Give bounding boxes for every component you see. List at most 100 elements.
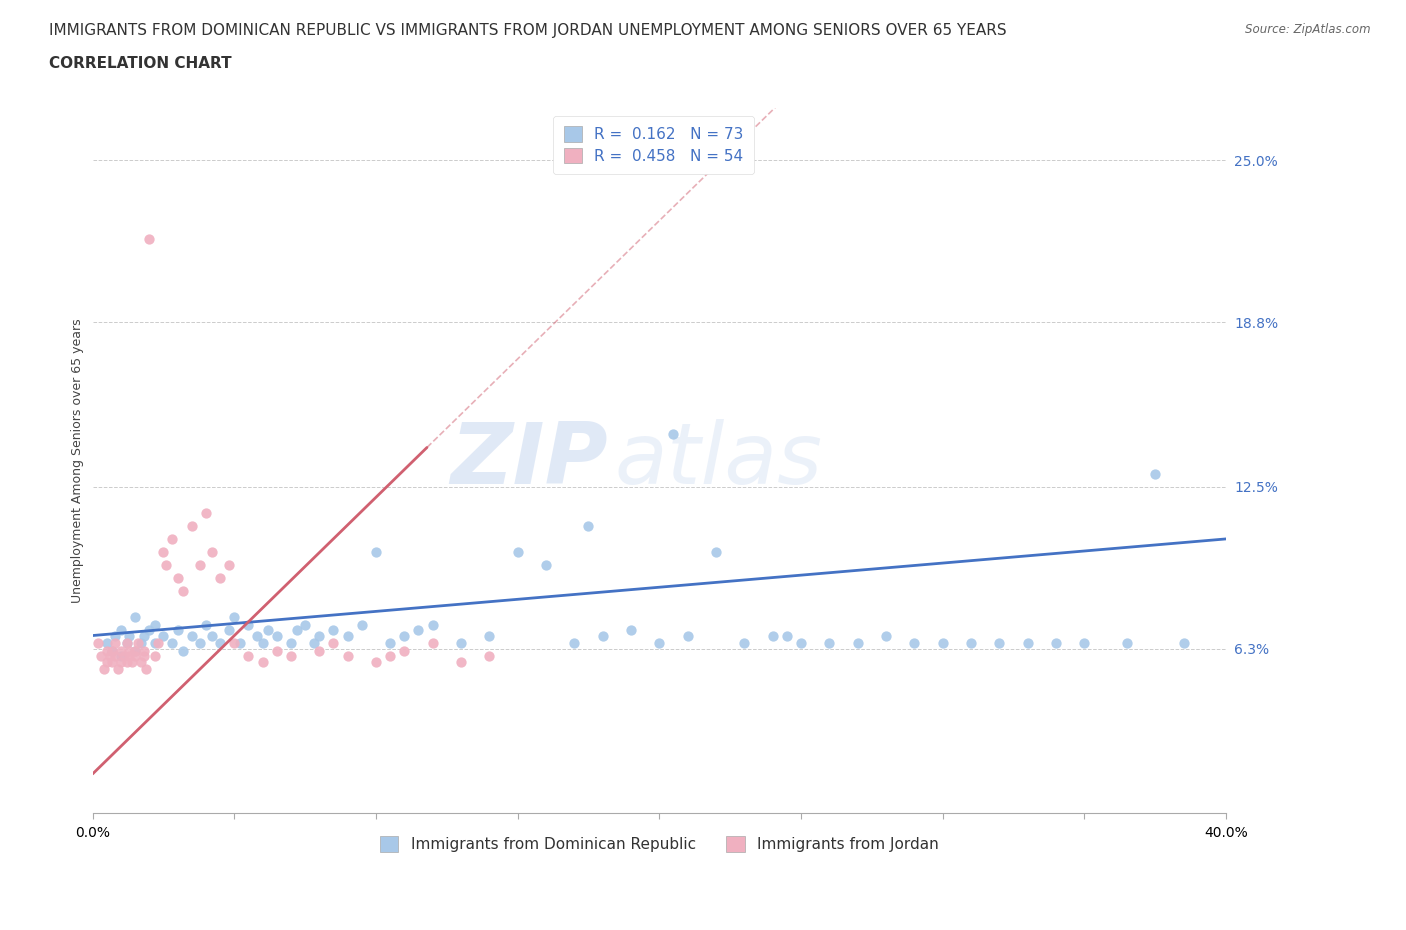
Point: [676, 628, 699, 643]
Point: [104, 649, 127, 664]
Point: [200, 545, 222, 560]
Point: [1073, 636, 1095, 651]
Point: [364, 654, 387, 669]
Point: [218, 623, 240, 638]
Point: [112, 649, 135, 664]
Point: [166, 623, 188, 638]
Text: IMMIGRANTS FROM DOMINICAN REPUBLIC VS IMMIGRANTS FROM JORDAN UNEMPLOYMENT AMONG : IMMIGRANTS FROM DOMINICAN REPUBLIC VS IM…: [49, 23, 1007, 38]
Point: [194, 618, 217, 632]
Text: CORRELATION CHART: CORRELATION CHART: [49, 56, 232, 71]
Point: [218, 558, 240, 573]
Point: [90, 649, 112, 664]
Point: [280, 649, 302, 664]
Point: [506, 545, 529, 560]
Point: [350, 618, 373, 632]
Point: [143, 618, 166, 632]
Point: [115, 636, 138, 651]
Point: [336, 649, 359, 664]
Point: [422, 618, 444, 632]
Point: [160, 636, 183, 651]
Point: [152, 628, 174, 643]
Point: [138, 232, 160, 246]
Point: [903, 636, 925, 651]
Point: [1045, 636, 1067, 651]
Point: [110, 649, 132, 664]
Point: [648, 636, 671, 651]
Point: [336, 628, 359, 643]
Point: [285, 623, 308, 638]
Point: [124, 644, 146, 658]
Point: [129, 654, 152, 669]
Point: [266, 644, 288, 658]
Point: [110, 644, 132, 658]
Point: [104, 628, 127, 643]
Point: [308, 644, 330, 658]
Point: [408, 623, 430, 638]
Point: [224, 636, 246, 651]
Point: [875, 628, 897, 643]
Text: Source: ZipAtlas.com: Source: ZipAtlas.com: [1246, 23, 1371, 36]
Point: [146, 636, 169, 651]
Point: [450, 654, 472, 669]
Point: [124, 649, 146, 664]
Point: [378, 649, 401, 664]
Point: [138, 623, 160, 638]
Point: [238, 618, 260, 632]
Point: [127, 636, 149, 651]
Point: [129, 636, 152, 651]
Point: [322, 636, 344, 651]
Point: [790, 636, 813, 651]
Text: ZIP: ZIP: [451, 419, 609, 502]
Point: [733, 636, 755, 651]
Point: [1017, 636, 1039, 651]
Point: [110, 654, 132, 669]
Legend: Immigrants from Dominican Republic, Immigrants from Jordan: Immigrants from Dominican Republic, Immi…: [374, 830, 945, 858]
Point: [620, 623, 643, 638]
Point: [704, 545, 727, 560]
Point: [115, 636, 138, 651]
Point: [592, 628, 614, 643]
Point: [172, 644, 194, 658]
Point: [818, 636, 841, 651]
Point: [135, 662, 157, 677]
Point: [101, 644, 124, 658]
Point: [152, 545, 174, 560]
Point: [121, 654, 143, 669]
Point: [188, 558, 211, 573]
Point: [931, 636, 953, 651]
Point: [280, 636, 302, 651]
Point: [238, 649, 260, 664]
Point: [143, 636, 166, 651]
Point: [87, 636, 110, 651]
Text: atlas: atlas: [614, 419, 823, 502]
Point: [762, 628, 785, 643]
Point: [478, 649, 501, 664]
Point: [960, 636, 983, 651]
Point: [180, 628, 202, 643]
Point: [160, 531, 183, 546]
Point: [101, 644, 124, 658]
Point: [101, 654, 124, 669]
Point: [96, 654, 118, 669]
Point: [534, 558, 557, 573]
Point: [124, 644, 146, 658]
Point: [322, 623, 344, 638]
Point: [252, 654, 274, 669]
Point: [194, 505, 217, 520]
Point: [364, 545, 387, 560]
Point: [166, 571, 188, 586]
Point: [107, 662, 129, 677]
Point: [394, 628, 416, 643]
Point: [422, 636, 444, 651]
Point: [578, 518, 600, 533]
Point: [143, 649, 166, 664]
Point: [378, 636, 401, 651]
Point: [115, 654, 138, 669]
Point: [155, 558, 177, 573]
Point: [118, 628, 141, 643]
Point: [776, 628, 799, 643]
Point: [209, 571, 232, 586]
Point: [662, 427, 685, 442]
Point: [209, 636, 232, 651]
Point: [224, 610, 246, 625]
